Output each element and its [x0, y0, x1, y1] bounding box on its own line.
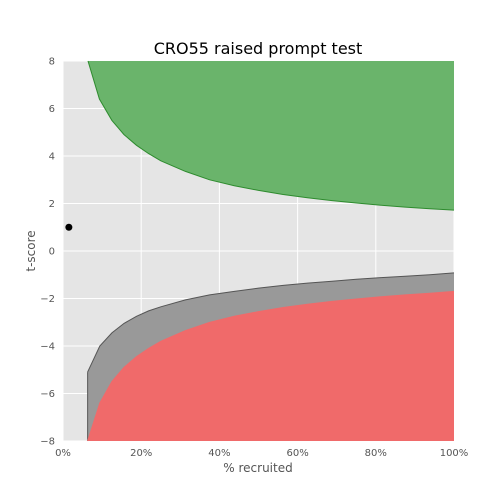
y-tick-label-5: −2 [40, 294, 55, 305]
y-tick-label-2: 4 [49, 152, 55, 163]
upper-region [88, 61, 454, 211]
regions [87, 60, 455, 442]
y-tick-label-4: 0 [49, 247, 55, 258]
x-tick-label-2: 40% [208, 448, 230, 459]
y-tick-label-3: 2 [49, 199, 55, 210]
x-tick-label-0: 0% [55, 448, 71, 459]
data-point-0 [65, 223, 73, 231]
y-axis-ticks: 8 6 4 2 0 −2 −4 −6 −8 [40, 57, 55, 448]
grey-band-top-line [87, 272, 455, 373]
lower-region [87, 291, 454, 441]
y-tick-label-7: −6 [40, 389, 55, 400]
x-tick-label-4: 80% [365, 448, 387, 459]
y-tick-label-0: 8 [49, 57, 55, 68]
x-axis-label: % recruited [223, 461, 292, 475]
marks [65, 223, 73, 231]
y-tick-label-6: −4 [40, 342, 55, 353]
y-tick-label-1: 6 [49, 104, 55, 115]
x-tick-label-5: 100% [440, 448, 469, 459]
x-tick-label-1: 20% [130, 448, 152, 459]
x-tick-label-3: 60% [286, 448, 308, 459]
upper-boundary-line [87, 60, 455, 211]
x-axis-ticks: 0% 20% 40% 60% 80% 100% [55, 448, 468, 459]
grey-band [87, 272, 454, 441]
y-axis-label: t-score [24, 230, 38, 271]
lower-boundary-line [87, 290, 455, 442]
y-tick-label-8: −8 [40, 437, 55, 448]
chart-title: CRO55 raised prompt test [154, 39, 363, 58]
